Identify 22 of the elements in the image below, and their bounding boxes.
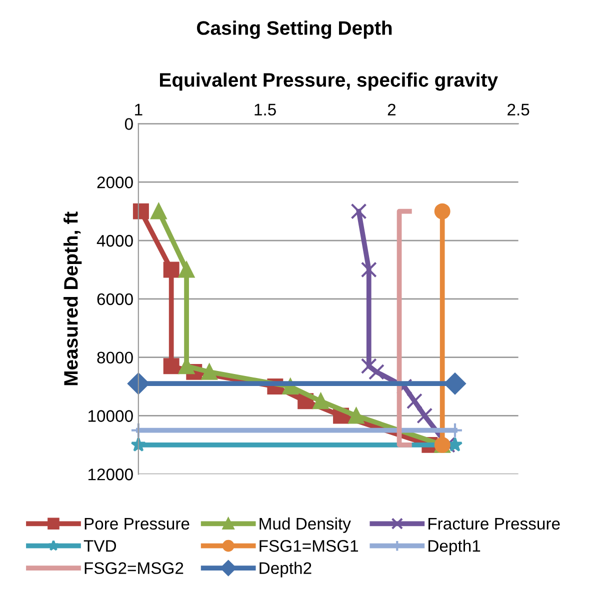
legend-label: Depth1	[428, 540, 480, 556]
chart-title: Casing Setting Depth	[197, 20, 392, 39]
y-tick-label: 0	[124, 118, 133, 130]
legend-label: Mud Density	[260, 517, 351, 533]
y-tick-label: 4000	[96, 234, 133, 247]
legend-label: Pore Pressure	[84, 518, 190, 530]
x-tick-label: 1	[135, 104, 142, 116]
legend-label: FSG1=MSG1	[260, 540, 358, 552]
legend-label: FSG2=MSG2	[84, 562, 184, 574]
y-tick-label: 12000	[88, 468, 133, 480]
y-tick-label: 8000	[97, 352, 133, 364]
legend-label: Fracture Pressure	[428, 518, 560, 530]
x-tick-label: 2.5	[508, 104, 530, 116]
y-axis-title: Measured Depth, ft	[64, 212, 82, 386]
legend-label: Depth2	[260, 562, 312, 578]
x-axis-title: Equivalent Pressure, specific gravity	[160, 72, 498, 91]
y-tick-label: 10000	[88, 410, 133, 422]
x-tick-label: 2	[388, 104, 396, 116]
y-tick-label: 2000	[97, 176, 133, 188]
legend-label: TVD	[84, 540, 116, 552]
y-tick-label: 6000	[97, 293, 133, 306]
x-tick-label: 1.5	[254, 104, 276, 116]
